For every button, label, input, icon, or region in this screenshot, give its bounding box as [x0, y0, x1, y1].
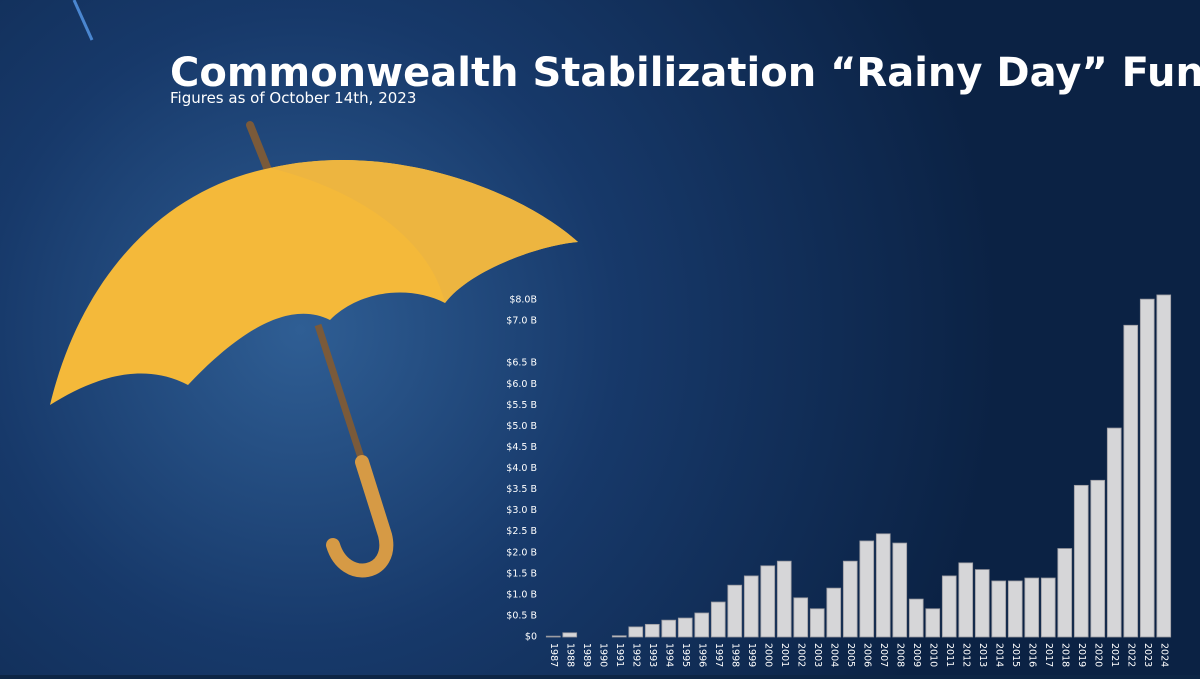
x-tick-label: 2005 — [845, 643, 856, 667]
bar — [1123, 324, 1139, 638]
x-tick-label: 2020 — [1092, 643, 1103, 667]
bar — [974, 569, 990, 638]
bar — [760, 565, 776, 638]
bar — [644, 623, 660, 638]
x-tick-label: 2001 — [779, 643, 790, 667]
x-tick-label: 2017 — [1043, 643, 1054, 667]
bar — [1007, 580, 1023, 638]
x-tick-label: 2008 — [894, 643, 905, 667]
y-tick-label: $6.5 B — [506, 358, 537, 369]
bar — [611, 635, 627, 638]
bar — [958, 562, 974, 638]
x-tick-label: 2003 — [812, 643, 823, 667]
bar — [859, 540, 875, 638]
y-tick-label: $5.5 B — [506, 400, 537, 411]
bar — [727, 584, 743, 638]
y-tick-label: $7.0 B — [506, 316, 537, 327]
y-tick-label: $4.5 B — [506, 442, 537, 453]
y-tick-label: $3.0 B — [506, 505, 537, 516]
x-tick-label: 1996 — [696, 643, 707, 667]
x-tick-label: 1992 — [630, 643, 641, 667]
umbrella — [50, 121, 578, 578]
x-tick-label: 2004 — [828, 643, 839, 667]
bar — [1040, 577, 1056, 638]
bar — [842, 560, 858, 638]
y-tick-label: $6.0 B — [506, 379, 537, 390]
x-tick-label: 1991 — [614, 643, 625, 667]
x-tick-label: 1993 — [647, 643, 658, 667]
x-tick-label: 1988 — [564, 643, 575, 667]
x-tick-label: 2022 — [1125, 643, 1136, 667]
bar — [892, 542, 908, 638]
x-tick-label: 2011 — [944, 643, 955, 667]
x-tick-label: 2002 — [795, 643, 806, 667]
x-tick-label: 2009 — [911, 643, 922, 667]
x-tick-label: 1997 — [713, 643, 724, 667]
bar — [793, 597, 809, 638]
bar — [1139, 298, 1155, 638]
x-tick-label: 2024 — [1158, 643, 1169, 667]
bar — [1156, 294, 1172, 638]
bar — [661, 619, 677, 638]
subtitle: Figures as of October 14th, 2023 — [170, 89, 416, 107]
x-tick-label: 1999 — [746, 643, 757, 667]
y-tick-label: $2.5 B — [506, 526, 537, 537]
bar — [908, 598, 924, 638]
bar — [1057, 548, 1073, 638]
y-tick-label: $5.0 B — [506, 421, 537, 432]
y-tick-label: $0 — [525, 632, 537, 643]
y-tick-label: $8.0B — [509, 295, 537, 306]
x-tick-label: 2014 — [993, 643, 1004, 667]
x-tick-label: 2006 — [861, 643, 872, 667]
x-tick-label: 2010 — [927, 643, 938, 667]
title: Commonwealth Stabilization “Rainy Day” F… — [170, 50, 1200, 96]
bar — [545, 635, 561, 638]
y-tick-label: $4.0 B — [506, 463, 537, 474]
x-tick-label: 2000 — [762, 643, 773, 667]
x-tick-label: 1987 — [548, 643, 559, 667]
x-tick-label: 1989 — [581, 643, 592, 667]
x-tick-label: 2013 — [977, 643, 988, 667]
bar — [991, 580, 1007, 638]
x-tick-label: 2007 — [878, 643, 889, 667]
bar — [710, 601, 726, 638]
y-tick-label: $0.5 B — [506, 610, 537, 621]
bar — [562, 632, 578, 638]
y-tick-label: $2.0 B — [506, 547, 537, 558]
x-tick-label: 1994 — [663, 643, 674, 667]
x-tick-label: 1995 — [680, 643, 691, 667]
bar — [1073, 484, 1089, 638]
y-tick-label: $1.0 B — [506, 589, 537, 600]
bar — [941, 575, 957, 638]
bar — [1090, 479, 1106, 638]
decoration — [72, 0, 94, 41]
x-tick-label: 2015 — [1010, 643, 1021, 667]
bar — [1024, 577, 1040, 638]
x-tick-label: 2018 — [1059, 643, 1070, 667]
bar — [925, 608, 941, 638]
x-tick-label: 2021 — [1109, 643, 1120, 667]
x-tick-label: 2019 — [1076, 643, 1087, 667]
bar — [776, 560, 792, 638]
x-tick-label: 2023 — [1142, 643, 1153, 667]
bar — [694, 612, 710, 638]
x-tick-label: 2012 — [960, 643, 971, 667]
bar — [743, 575, 759, 638]
x-tick-label: 2016 — [1026, 643, 1037, 667]
bar — [826, 587, 842, 638]
bar — [809, 608, 825, 638]
bar — [875, 533, 891, 638]
y-tick-label: $1.5 B — [506, 568, 537, 579]
y-tick-label: $3.5 B — [506, 484, 537, 495]
bar — [1106, 427, 1122, 638]
bar — [677, 617, 693, 638]
x-tick-label: 1990 — [597, 643, 608, 667]
bar — [628, 626, 644, 638]
x-tick-label: 1998 — [729, 643, 740, 667]
